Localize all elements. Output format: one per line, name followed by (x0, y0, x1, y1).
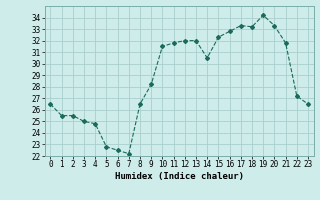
X-axis label: Humidex (Indice chaleur): Humidex (Indice chaleur) (115, 172, 244, 181)
